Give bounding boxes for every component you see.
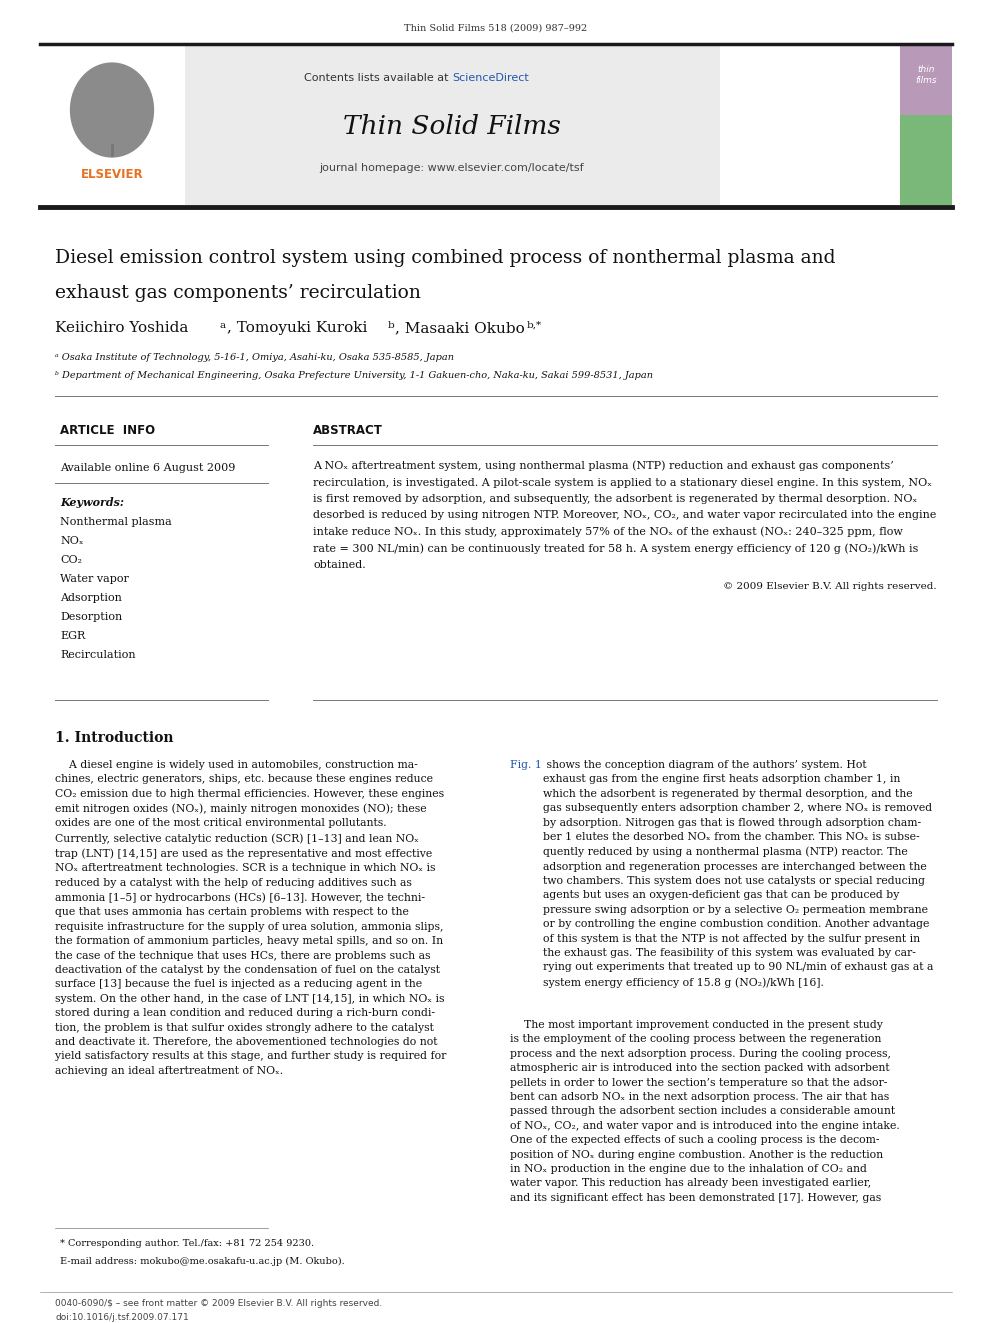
Text: Thin Solid Films 518 (2009) 987–992: Thin Solid Films 518 (2009) 987–992: [405, 24, 587, 33]
Text: The most important improvement conducted in the present study
is the employment : The most important improvement conducted…: [510, 1020, 900, 1203]
Text: 0040-6090/$ – see front matter © 2009 Elsevier B.V. All rights reserved.: 0040-6090/$ – see front matter © 2009 El…: [55, 1299, 382, 1308]
Text: 1. Introduction: 1. Introduction: [55, 732, 174, 745]
Text: Contents lists available at: Contents lists available at: [304, 73, 452, 83]
Text: CO₂: CO₂: [60, 556, 82, 565]
Text: doi:10.1016/j.tsf.2009.07.171: doi:10.1016/j.tsf.2009.07.171: [55, 1312, 188, 1322]
Text: , Masaaki Okubo: , Masaaki Okubo: [395, 321, 525, 335]
Text: exhaust gas components’ recirculation: exhaust gas components’ recirculation: [55, 284, 421, 302]
Text: shows the conception diagram of the authors’ system. Hot
exhaust gas from the en: shows the conception diagram of the auth…: [543, 759, 933, 988]
Text: © 2009 Elsevier B.V. All rights reserved.: © 2009 Elsevier B.V. All rights reserved…: [723, 582, 937, 591]
Text: Diesel emission control system using combined process of nonthermal plasma and: Diesel emission control system using com…: [55, 249, 835, 267]
Text: recirculation, is investigated. A pilot-scale system is applied to a stationary : recirculation, is investigated. A pilot-…: [313, 478, 932, 487]
Text: NOₓ: NOₓ: [60, 536, 83, 546]
Text: Keywords:: Keywords:: [60, 497, 124, 508]
Bar: [728, 44, 952, 205]
Text: Water vapor: Water vapor: [60, 574, 129, 583]
Ellipse shape: [69, 62, 154, 157]
Text: b: b: [388, 320, 395, 329]
Text: Nonthermal plasma: Nonthermal plasma: [60, 517, 172, 527]
Text: E-mail address: mokubo@me.osakafu-u.ac.jp (M. Okubo).: E-mail address: mokubo@me.osakafu-u.ac.j…: [60, 1257, 345, 1266]
Text: Fig. 1: Fig. 1: [510, 759, 542, 770]
Text: intake reduce NOₓ. In this study, approximately 57% of the NOₓ of the exhaust (N: intake reduce NOₓ. In this study, approx…: [313, 527, 903, 537]
Text: Keiichiro Yoshida: Keiichiro Yoshida: [55, 321, 188, 335]
Bar: [900, 115, 952, 205]
Text: a: a: [220, 320, 226, 329]
Text: is first removed by adsorption, and subsequently, the adsorbent is regenerated b: is first removed by adsorption, and subs…: [313, 493, 918, 504]
Text: Available online 6 August 2009: Available online 6 August 2009: [60, 463, 235, 474]
Bar: [185, 44, 720, 205]
Text: EGR: EGR: [60, 631, 85, 642]
Text: ᵃ Osaka Institute of Technology, 5-16-1, Omiya, Asahi-ku, Osaka 535-8585, Japan: ᵃ Osaka Institute of Technology, 5-16-1,…: [55, 353, 454, 363]
Text: , Tomoyuki Kuroki: , Tomoyuki Kuroki: [227, 321, 367, 335]
Text: A NOₓ aftertreatment system, using nonthermal plasma (NTP) reduction and exhaust: A NOₓ aftertreatment system, using nonth…: [313, 460, 894, 471]
Text: desorbed is reduced by using nitrogen NTP. Moreover, NOₓ, CO₂, and water vapor r: desorbed is reduced by using nitrogen NT…: [313, 511, 936, 520]
Bar: [40, 44, 183, 205]
Text: obtained.: obtained.: [313, 560, 366, 570]
Text: ARTICLE  INFO: ARTICLE INFO: [60, 423, 155, 437]
Text: Thin Solid Films: Thin Solid Films: [343, 115, 560, 139]
Text: Recirculation: Recirculation: [60, 650, 136, 660]
Text: Desorption: Desorption: [60, 613, 122, 622]
Text: journal homepage: www.elsevier.com/locate/tsf: journal homepage: www.elsevier.com/locat…: [319, 163, 584, 173]
Text: ᵇ Department of Mechanical Engineering, Osaka Prefecture University, 1-1 Gakuen-: ᵇ Department of Mechanical Engineering, …: [55, 372, 653, 381]
Text: Adsorption: Adsorption: [60, 593, 122, 603]
Text: thin
films: thin films: [916, 65, 936, 85]
Text: ELSEVIER: ELSEVIER: [80, 168, 143, 181]
Text: A diesel engine is widely used in automobiles, construction ma-
chines, electric: A diesel engine is widely used in automo…: [55, 759, 446, 1076]
Bar: [900, 44, 952, 115]
Text: ScienceDirect: ScienceDirect: [452, 73, 529, 83]
Text: b,*: b,*: [527, 320, 542, 329]
Text: ABSTRACT: ABSTRACT: [313, 423, 383, 437]
Text: * Corresponding author. Tel./fax: +81 72 254 9230.: * Corresponding author. Tel./fax: +81 72…: [60, 1240, 314, 1249]
Text: rate = 300 NL/min) can be continuously treated for 58 h. A system energy efficie: rate = 300 NL/min) can be continuously t…: [313, 544, 919, 554]
